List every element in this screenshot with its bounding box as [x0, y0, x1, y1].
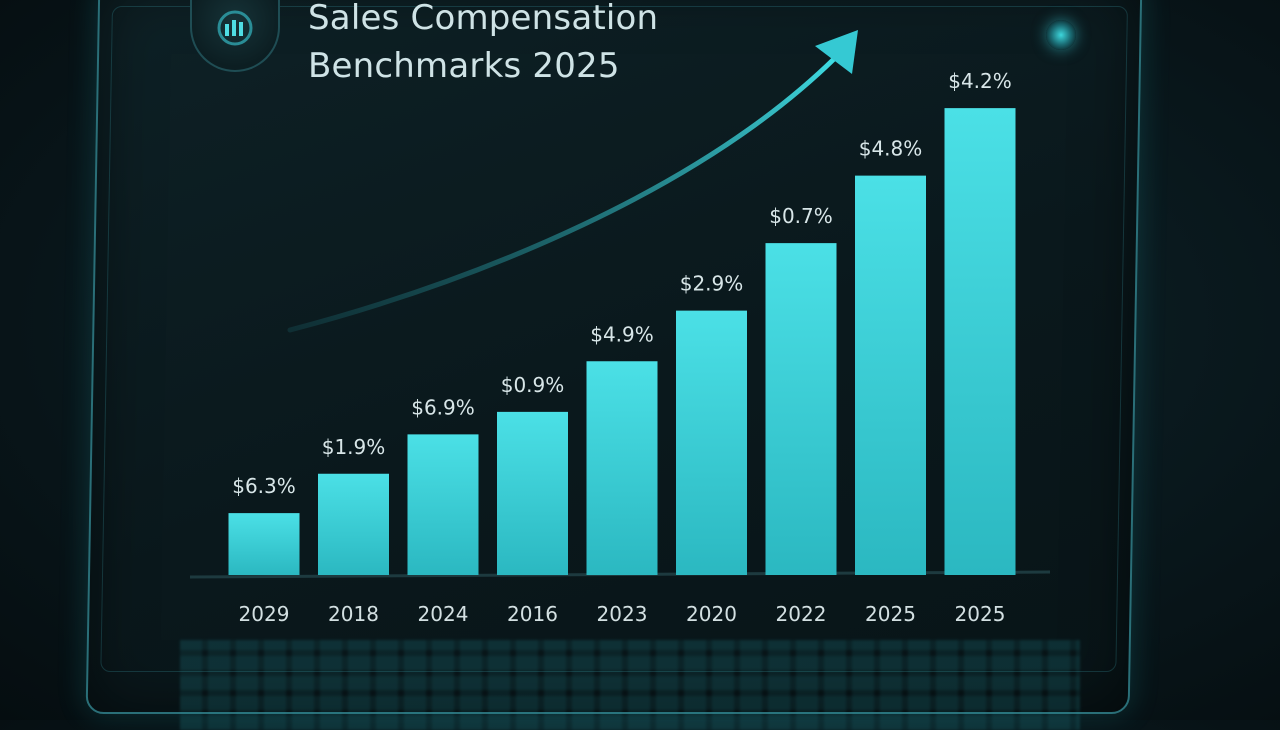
bar-chart-icon [217, 10, 253, 46]
value-label-2: $6.9% [411, 395, 475, 419]
value-label-4: $4.9% [590, 322, 654, 346]
bar-7 [855, 175, 926, 575]
x-tick-label-2: 2024 [418, 602, 469, 626]
logo-badge [190, 0, 280, 72]
x-tick-label-7: 2025 [865, 602, 916, 626]
x-tick-label-6: 2022 [776, 602, 827, 626]
bar-3 [497, 411, 568, 575]
arrow-head-icon [815, 30, 858, 74]
value-label-8: $4.2% [948, 69, 1012, 93]
keyboard-reflection [180, 640, 1080, 730]
bar-2 [407, 434, 479, 575]
chart-title: Sales Compensation Benchmarks 2025 [308, 0, 658, 90]
x-tick-label-1: 2018 [328, 602, 379, 626]
bar-4 [586, 361, 658, 575]
value-label-0: $6.3% [232, 474, 296, 498]
trend-arrow-line [287, 55, 838, 333]
value-label-3: $0.9% [501, 373, 565, 397]
x-tick-label-4: 2023 [597, 602, 648, 626]
value-label-6: $0.7% [769, 204, 833, 228]
x-tick-label-0: 2029 [239, 602, 290, 626]
bar-1 [318, 473, 389, 575]
title-line-2: Benchmarks 2025 [308, 46, 620, 86]
bar-8 [944, 108, 1016, 575]
value-label-7: $4.8% [859, 137, 923, 161]
x-tick-label-5: 2020 [686, 602, 737, 626]
bar-6 [765, 243, 837, 575]
x-tick-label-3: 2016 [507, 602, 558, 626]
status-dot-icon [1046, 20, 1076, 50]
value-label-1: $1.9% [322, 435, 386, 459]
bar-5 [676, 310, 747, 575]
bar-0 [228, 513, 300, 575]
x-tick-label-8: 2025 [955, 602, 1006, 626]
title-line-1: Sales Compensation [308, 0, 659, 38]
value-label-5: $2.9% [680, 272, 744, 296]
